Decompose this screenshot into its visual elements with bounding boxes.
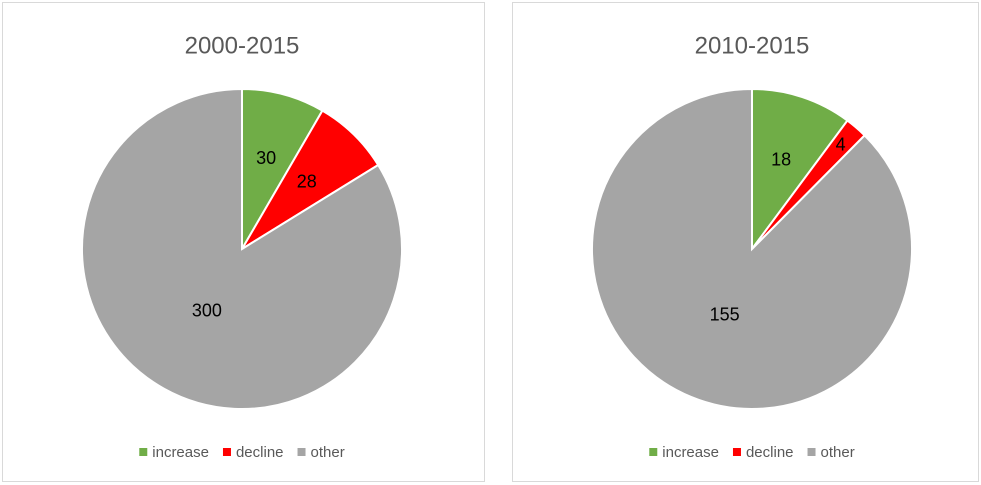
pie-slice — [81, 87, 403, 410]
chart-title: 2000-2015 — [185, 32, 300, 59]
data-label: 300 — [192, 301, 222, 321]
legend-swatch — [222, 448, 231, 456]
chart-title: 2010-2015 — [695, 32, 810, 59]
data-label: 28 — [297, 171, 317, 191]
data-label: 30 — [256, 148, 276, 168]
pie-slice — [751, 87, 849, 253]
data-label: 18 — [771, 150, 791, 170]
data-label: 4 — [836, 135, 846, 155]
legend-label: increase — [152, 444, 209, 461]
legend-swatch — [807, 448, 816, 456]
data-label: 155 — [710, 304, 740, 324]
legend-label: increase — [662, 444, 719, 461]
legend-swatch — [139, 448, 148, 456]
legend-label: decline — [746, 444, 794, 461]
pie-slice — [591, 87, 913, 410]
legend-swatch — [649, 448, 658, 456]
legend-label: decline — [236, 444, 284, 461]
legend-swatch — [732, 448, 741, 456]
legend-label: other — [821, 444, 855, 461]
legend-swatch — [297, 448, 306, 456]
legend-label: other — [311, 444, 345, 461]
